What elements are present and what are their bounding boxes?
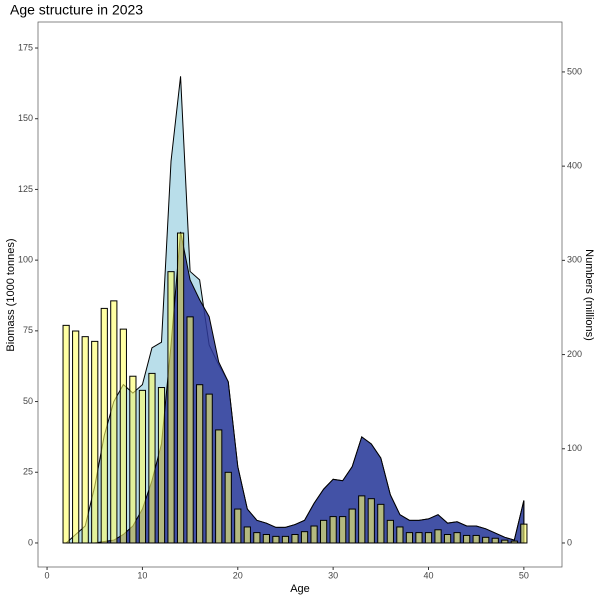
bar bbox=[367, 498, 375, 544]
bar bbox=[443, 533, 452, 544]
bar bbox=[81, 336, 89, 544]
bar bbox=[272, 535, 280, 544]
bar bbox=[215, 429, 223, 544]
y-tick-label: 50 bbox=[23, 396, 33, 406]
bar bbox=[176, 232, 185, 544]
bar bbox=[386, 519, 394, 544]
bar bbox=[396, 526, 404, 544]
bar bbox=[243, 526, 251, 544]
bar bbox=[100, 307, 108, 544]
bar bbox=[358, 495, 366, 544]
y-tick-label: 0 bbox=[28, 537, 33, 547]
y-axis-label: Biomass (1000 tonnes) bbox=[5, 238, 17, 351]
x-tick-label: 30 bbox=[328, 570, 338, 580]
bar bbox=[510, 540, 518, 544]
y-tick-label: 100 bbox=[18, 255, 33, 265]
x-tick-label: 50 bbox=[519, 570, 529, 580]
x-tick-label: 40 bbox=[423, 570, 433, 580]
bar bbox=[62, 324, 70, 544]
bar bbox=[281, 535, 290, 544]
bar bbox=[167, 271, 175, 544]
x-tick-label: 10 bbox=[137, 570, 147, 580]
bar bbox=[186, 316, 194, 544]
y-tick-label: 25 bbox=[23, 467, 33, 477]
bar bbox=[329, 516, 337, 544]
bar bbox=[157, 387, 166, 544]
bar bbox=[453, 532, 461, 544]
y2-tick-label: 500 bbox=[567, 66, 582, 76]
bar bbox=[434, 529, 442, 544]
bar bbox=[110, 300, 118, 544]
bar bbox=[72, 330, 80, 544]
x-tick-label: 20 bbox=[233, 570, 243, 580]
y-tick-label: 175 bbox=[18, 42, 33, 52]
bar bbox=[205, 393, 213, 544]
bar bbox=[463, 534, 471, 544]
bar bbox=[129, 375, 137, 544]
bar bbox=[253, 532, 261, 544]
bar bbox=[405, 532, 414, 544]
bar bbox=[520, 523, 528, 544]
bar bbox=[501, 539, 509, 544]
bar bbox=[482, 536, 490, 544]
chart-title: Age structure in 2023 bbox=[10, 2, 143, 18]
y2-tick-label: 200 bbox=[567, 349, 582, 359]
bar bbox=[348, 508, 356, 544]
x-axis-label: Age bbox=[290, 583, 310, 595]
bar bbox=[262, 533, 270, 544]
y2-tick-label: 0 bbox=[567, 537, 572, 547]
bar bbox=[234, 508, 242, 544]
plot-border bbox=[37, 21, 563, 568]
bar bbox=[377, 503, 385, 544]
bar bbox=[320, 519, 328, 544]
y2-tick-label: 300 bbox=[567, 255, 582, 265]
bar bbox=[196, 384, 204, 544]
y-tick-label: 125 bbox=[18, 184, 33, 194]
bar bbox=[148, 372, 156, 544]
bar bbox=[300, 531, 309, 544]
bar bbox=[91, 340, 99, 544]
y2-axis-label: Numbers (millions) bbox=[583, 249, 595, 341]
bar bbox=[224, 471, 232, 544]
bar bbox=[472, 534, 480, 544]
y2-tick-label: 100 bbox=[567, 443, 582, 453]
x-tick-label: 0 bbox=[45, 570, 50, 580]
bar bbox=[339, 516, 347, 544]
y-tick-label: 150 bbox=[18, 113, 33, 123]
y2-tick-label: 400 bbox=[567, 161, 582, 171]
bar bbox=[310, 525, 318, 544]
bar bbox=[119, 328, 127, 544]
bar bbox=[291, 533, 299, 544]
bar bbox=[491, 537, 499, 544]
bar bbox=[415, 532, 423, 544]
bar bbox=[424, 532, 433, 544]
y-tick-label: 75 bbox=[23, 325, 33, 335]
bar bbox=[138, 389, 147, 544]
